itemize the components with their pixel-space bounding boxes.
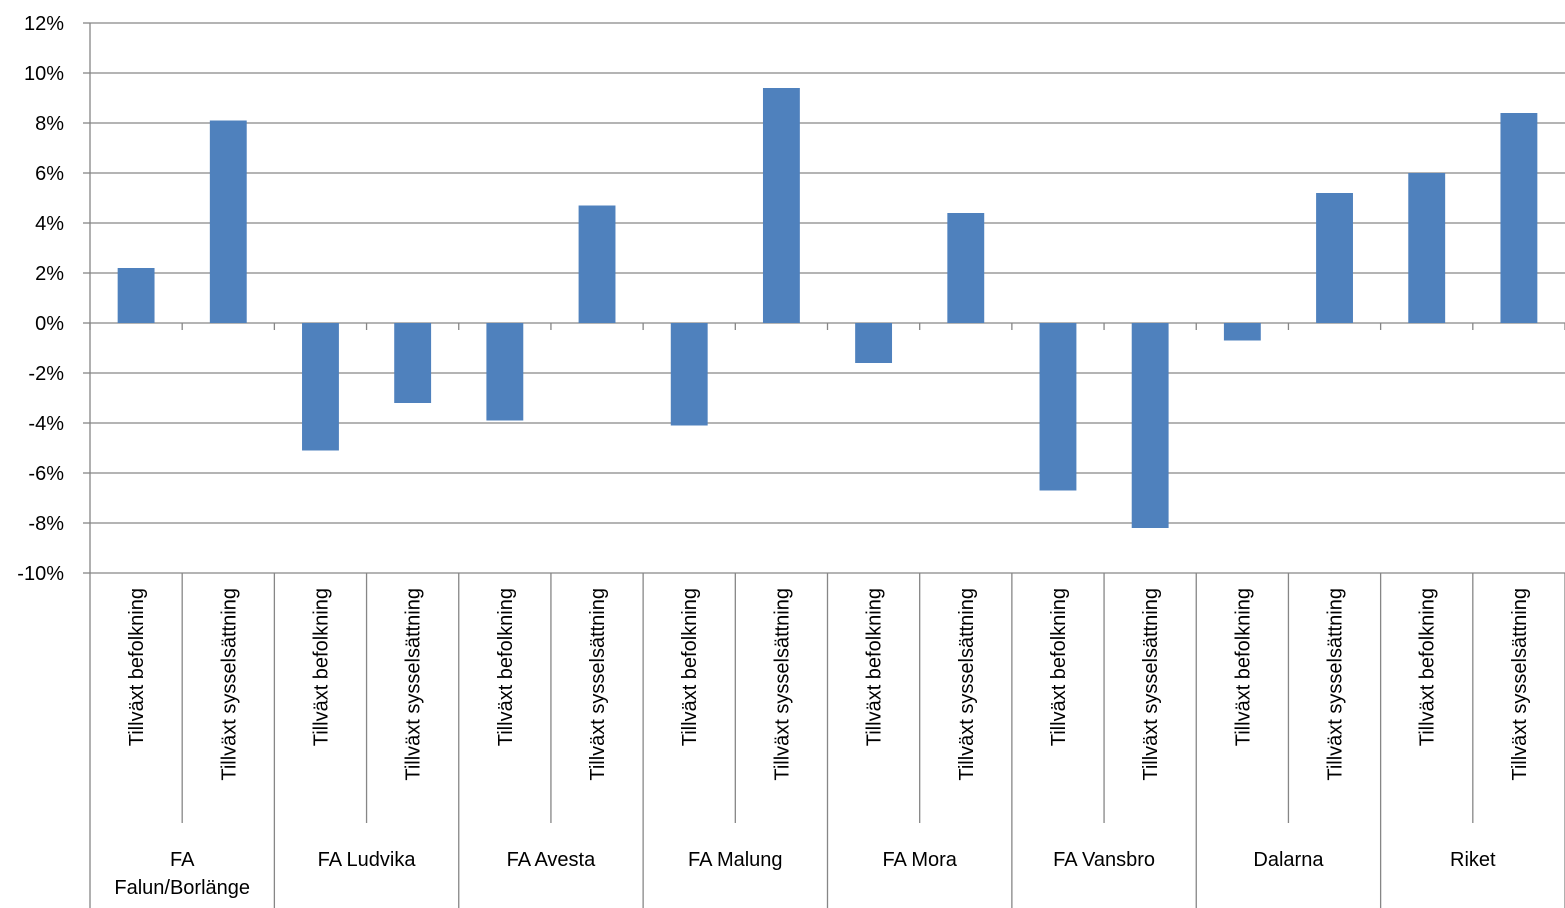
group-label: Dalarna bbox=[1253, 849, 1324, 871]
bar bbox=[117, 268, 155, 323]
y-tick-label: -8% bbox=[28, 513, 64, 535]
y-tick-label: 6% bbox=[35, 163, 64, 185]
y-tick-label: 4% bbox=[35, 213, 64, 235]
group-label: FA Mora bbox=[882, 849, 957, 871]
gridlines bbox=[90, 22, 1565, 574]
y-tick-label: 8% bbox=[35, 113, 64, 135]
group-label: FA Vansbro bbox=[1053, 849, 1155, 871]
category-label: Tillväxt befolkning bbox=[1417, 588, 1439, 746]
group-label: Riket bbox=[1450, 849, 1496, 871]
category-label: Tillväxt befolkning bbox=[1232, 588, 1254, 746]
bar bbox=[302, 323, 339, 451]
category-label: Tillväxt befolkning bbox=[310, 588, 332, 746]
category-label: Tillväxt sysselsättning bbox=[956, 588, 978, 781]
bar bbox=[670, 323, 708, 426]
group-label: FA Ludvika bbox=[318, 849, 417, 871]
group-label: FA Avesta bbox=[507, 849, 596, 871]
category-label: Tillväxt sysselsättning bbox=[771, 588, 793, 781]
y-tick-label: 2% bbox=[35, 263, 64, 285]
group-label: FA bbox=[170, 849, 195, 871]
category-label: Tillväxt sysselsättning bbox=[403, 588, 425, 781]
category-label: Tillväxt befolkning bbox=[864, 588, 886, 746]
bar bbox=[1131, 323, 1169, 528]
category-label: Tillväxt sysselsättning bbox=[587, 588, 609, 781]
category-label: Tillväxt befolkning bbox=[126, 588, 148, 746]
y-tick-label: 12% bbox=[24, 13, 64, 35]
category-label: Tillväxt befolkning bbox=[495, 588, 517, 746]
category-label: Tillväxt befolkning bbox=[1048, 588, 1070, 746]
bar bbox=[855, 323, 893, 363]
axes bbox=[83, 22, 1565, 908]
bar bbox=[947, 213, 985, 323]
bar bbox=[762, 88, 800, 323]
y-tick-label: -2% bbox=[28, 363, 64, 385]
group-label: Falun/Borlänge bbox=[114, 877, 250, 899]
category-label: Tillväxt sysselsättning bbox=[218, 588, 240, 781]
bars bbox=[117, 88, 1538, 528]
bar bbox=[578, 205, 616, 323]
bar bbox=[1223, 323, 1261, 341]
y-tick-label: -6% bbox=[28, 463, 64, 485]
labels: 12% 10% 8% 6% 4% 2% 0% -2% -4% -6% -8% -10% Tillväxt… bbox=[17, 13, 1531, 899]
y-tick-label: -4% bbox=[28, 413, 64, 435]
y-tick-label: 0% bbox=[35, 313, 64, 335]
category-label: Tillväxt befolkning bbox=[679, 588, 701, 746]
y-tick-label: 10% bbox=[24, 63, 64, 85]
bar bbox=[486, 323, 524, 421]
bar bbox=[1316, 193, 1353, 323]
y-tick-label: -10% bbox=[17, 563, 64, 585]
category-label: Tillväxt sysselsättning bbox=[1140, 588, 1162, 781]
category-label: Tillväxt sysselsättning bbox=[1325, 588, 1347, 781]
category-label: Tillväxt sysselsättning bbox=[1509, 588, 1531, 781]
bar bbox=[1408, 173, 1446, 323]
bar bbox=[209, 120, 247, 323]
bar bbox=[1500, 113, 1538, 323]
group-label: FA Malung bbox=[688, 849, 783, 871]
bar bbox=[394, 323, 432, 403]
bar bbox=[1039, 323, 1077, 491]
